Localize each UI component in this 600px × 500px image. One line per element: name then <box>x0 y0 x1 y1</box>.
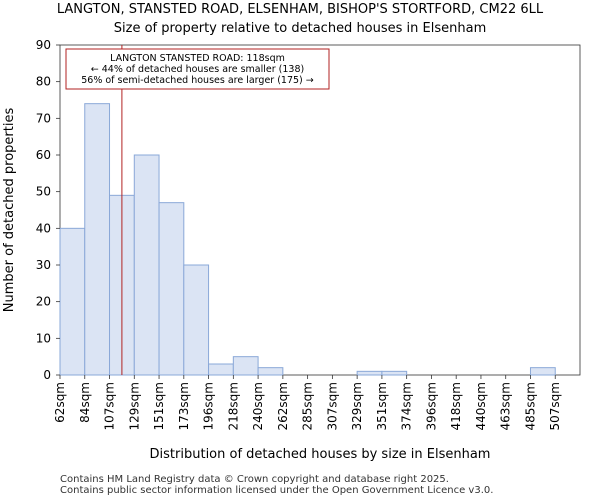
bar <box>158 202 185 376</box>
x-tick-label: 151sqm <box>152 382 166 430</box>
x-tick-label: 262sqm <box>276 382 290 430</box>
y-tick-label: 30 <box>36 258 51 272</box>
y-tick-label: 70 <box>36 111 51 125</box>
y-tick-label: 0 <box>43 368 51 382</box>
x-axis-label: Distribution of detached houses by size … <box>150 447 491 462</box>
x-tick-label: 62sqm <box>53 382 67 423</box>
footer-line-2: Contains public sector information licen… <box>60 485 494 496</box>
x-tick-label: 329sqm <box>350 382 364 430</box>
chart-title: LANGTON, STANSTED ROAD, ELSENHAM, BISHOP… <box>57 2 544 17</box>
x-tick-label: 218sqm <box>226 382 240 430</box>
x-tick-label: 396sqm <box>424 382 438 430</box>
y-tick-label: 20 <box>36 295 51 309</box>
bar <box>133 154 160 376</box>
x-tick-label: 173sqm <box>177 382 191 430</box>
annotation-line: LANGTON STANSTED ROAD: 118sqm <box>110 53 285 64</box>
y-tick-label: 40 <box>36 221 51 235</box>
bar <box>356 370 383 376</box>
y-tick-label: 80 <box>36 75 51 89</box>
x-tick-label: 240sqm <box>251 382 265 430</box>
bar <box>84 103 111 376</box>
y-axis-label: Number of detached properties <box>2 108 17 313</box>
bar <box>208 363 234 376</box>
x-tick-label: 374sqm <box>400 382 414 430</box>
bar <box>257 367 284 376</box>
y-tick-label: 60 <box>36 148 51 162</box>
x-tick-label: 440sqm <box>474 382 488 430</box>
x-tick-label: 129sqm <box>127 382 141 430</box>
y-tick-label: 50 <box>36 185 51 199</box>
bar <box>529 367 556 376</box>
x-tick-label: 84sqm <box>78 382 92 423</box>
bars-group <box>59 103 556 376</box>
footer-line-1: Contains HM Land Registry data © Crown c… <box>60 474 449 485</box>
bar <box>232 356 259 376</box>
x-tick-label: 485sqm <box>523 382 537 430</box>
annotation-frame <box>65 48 330 90</box>
chart-subtitle: Size of property relative to detached ho… <box>114 21 487 36</box>
annotation-box: LANGTON STANSTED ROAD: 118sqm← 44% of de… <box>65 48 330 90</box>
bar <box>183 264 210 376</box>
x-tick-label: 351sqm <box>375 382 389 430</box>
axes-group <box>59 44 581 376</box>
bar <box>59 227 86 376</box>
x-tick-label: 463sqm <box>499 382 513 430</box>
x-tick-label: 285sqm <box>301 382 315 430</box>
annotation-line: ← 44% of detached houses are smaller (13… <box>91 64 304 75</box>
annotation-line: 56% of semi-detached houses are larger (… <box>81 75 314 86</box>
bar <box>381 370 408 376</box>
y-tick-label: 10 <box>36 331 51 345</box>
x-tick-label: 507sqm <box>548 382 562 430</box>
x-tick-label: 196sqm <box>202 382 216 430</box>
x-tick-label: 307sqm <box>325 382 339 430</box>
x-tick-label: 418sqm <box>449 382 463 430</box>
plot-frame <box>59 44 581 376</box>
y-tick-label: 90 <box>36 38 51 52</box>
x-tick-label: 107sqm <box>103 382 117 430</box>
x-tick-labels: 62sqm 84sqm 107sqm 129sqm 151sqm 173sqm 196sqm… <box>53 375 562 430</box>
y-tick-labels: 0 10 20 30 40 50 60 70 80 90 <box>36 38 60 382</box>
